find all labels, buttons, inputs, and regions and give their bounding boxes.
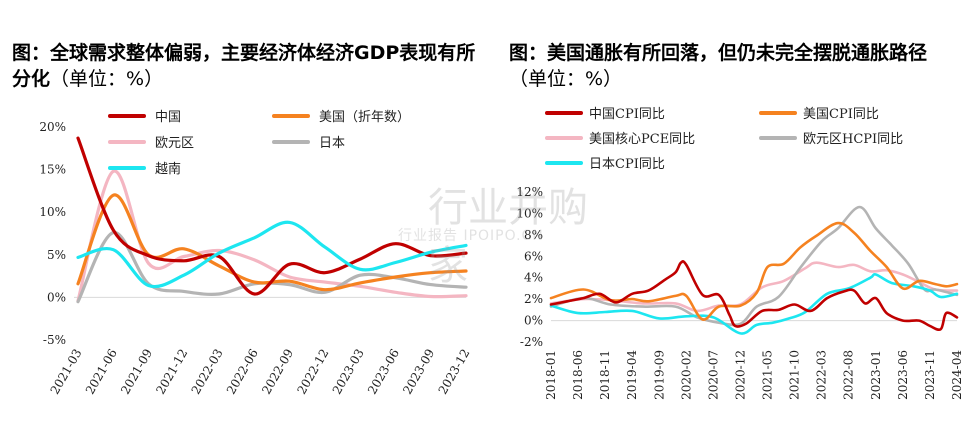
gdp-x-tick-label: 2021-09 <box>118 347 155 397</box>
gdp-x-tick-label: 2022-06 <box>224 347 261 397</box>
inflation-x-tick-label: 2019-09 <box>652 350 666 400</box>
gdp-series-line <box>76 136 468 296</box>
inflation-x-tick-label: 2023-01 <box>869 350 883 400</box>
gdp-y-tick-label: 15% <box>39 163 66 177</box>
gdp-series-line <box>76 220 468 289</box>
gdp-chart-panel: 图：全球需求整体偏弱，主要经济体经济GDP表现有所分化（单位：%） 20% 15%… <box>12 40 482 397</box>
inflation-x-tick-label: 2018-11 <box>598 350 612 400</box>
gdp-x-tick-label: 2021-12 <box>153 347 190 397</box>
gdp-series-line <box>76 193 468 292</box>
inflation-x-tick-label: 2018-01 <box>544 350 558 400</box>
inflation-x-tick-label: 2021-05 <box>761 350 775 400</box>
inflation-y-tick-label: 8% <box>524 228 543 242</box>
inflation-legend-label: 日本CPI同比 <box>589 157 665 172</box>
inflation-y-tick-label: 12% <box>516 185 543 199</box>
inflation-x-tick-label: 2021-10 <box>788 350 802 400</box>
gdp-y-tick-label: 0% <box>47 290 66 304</box>
inflation-y-tick-label: -2% <box>520 335 543 349</box>
inflation-x-tick-label: 2020-12 <box>733 350 747 400</box>
inflation-x-tick-label: 2018-06 <box>571 350 585 400</box>
inflation-x-tick-label: 2023-11 <box>923 350 937 400</box>
gdp-chart-title-main: 图：全球需求整体偏弱，主要经济体经济GDP表现有所分化 <box>12 42 476 90</box>
inflation-x-tick-label: 2020-02 <box>679 350 693 400</box>
inflation-series-line <box>549 260 959 332</box>
gdp-legend-label: 中国 <box>155 110 181 125</box>
gdp-chart-svg: 20%15%10%5%0%-5%2021-032021-062021-09202… <box>39 110 473 397</box>
gdp-x-tick-label: 2022-12 <box>294 347 331 397</box>
gdp-series-line <box>76 169 468 303</box>
inflation-y-tick-label: 0% <box>524 314 543 328</box>
inflation-chart-svg: 12% 10% 8% 6% 4% 2% 0% -2%2018-01 2018-06 2018-11… <box>516 107 964 400</box>
inflation-y-tick-label: 6% <box>524 249 543 263</box>
inflation-legend-label: 中国CPI同比 <box>589 107 665 122</box>
gdp-y-tick-label: 20% <box>39 120 66 134</box>
inflation-x-tick-label: 2019-04 <box>625 350 639 400</box>
gdp-legend-label: 日本 <box>319 136 345 151</box>
inflation-chart-title-main: 图：美国通胀有所回落，但仍未完全摆脱通胀路径 <box>509 42 928 64</box>
inflation-x-tick-label: 2020-07 <box>706 350 720 400</box>
inflation-x-tick-label: 2022-03 <box>815 350 829 400</box>
gdp-chart-title: 图：全球需求整体偏弱，主要经济体经济GDP表现有所分化（单位：%） <box>12 40 482 92</box>
gdp-chart-title-unit: （单位：%） <box>50 68 164 90</box>
inflation-legend-label: 美国CPI同比 <box>803 107 879 122</box>
gdp-x-tick-label: 2021-06 <box>83 347 120 397</box>
gdp-x-tick-label: 2023-06 <box>365 347 402 397</box>
inflation-chart-title-unit: （单位：%） <box>509 68 623 90</box>
gdp-x-tick-label: 2023-09 <box>400 347 437 397</box>
gdp-x-tick-label: 2021-03 <box>48 347 85 397</box>
inflation-y-tick-label: 10% <box>516 206 543 220</box>
gdp-legend-label: 美国（折年数） <box>319 110 410 125</box>
inflation-x-tick-label: 2024-04 <box>950 350 964 400</box>
inflation-series-line <box>549 272 959 335</box>
inflation-y-tick-label: 4% <box>524 271 543 285</box>
inflation-x-tick-label: 2022-08 <box>842 350 856 400</box>
gdp-legend-label: 欧元区 <box>155 136 194 151</box>
inflation-chart-title: 图：美国通胀有所回落，但仍未完全摆脱通胀路径 （单位：%） <box>509 40 964 92</box>
gdp-x-tick-label: 2022-09 <box>259 347 296 397</box>
gdp-y-tick-label: -5% <box>43 333 66 347</box>
gdp-y-tick-label: 10% <box>39 205 66 219</box>
inflation-legend-label: 美国核心PCE同比 <box>589 132 695 147</box>
inflation-series-line <box>549 221 959 321</box>
inflation-series-line <box>549 205 959 327</box>
gdp-legend-label: 越南 <box>155 161 181 177</box>
inflation-x-tick-label: 2023-06 <box>896 350 910 400</box>
inflation-chart-panel: 图：美国通胀有所回落，但仍未完全摆脱通胀路径 （单位：%） 12% 10% 8% 6% 4… <box>487 0 974 426</box>
inflation-y-tick-label: 2% <box>524 292 543 306</box>
gdp-x-tick-label: 2023-03 <box>330 347 367 397</box>
gdp-x-tick-label: 2022-03 <box>189 347 226 397</box>
inflation-legend-label: 欧元区HCPI同比 <box>803 132 903 147</box>
gdp-x-tick-label: 2023-12 <box>436 347 473 397</box>
gdp-y-tick-label: 5% <box>47 248 66 262</box>
